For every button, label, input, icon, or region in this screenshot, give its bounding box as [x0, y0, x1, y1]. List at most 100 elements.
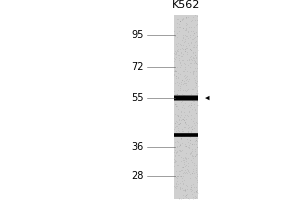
Point	[182, 115, 186, 118]
Point	[190, 88, 194, 91]
Point	[189, 49, 194, 52]
Point	[183, 157, 188, 160]
Point	[178, 19, 183, 22]
Point	[174, 125, 178, 128]
Point	[186, 88, 190, 91]
Point	[182, 70, 187, 73]
Point	[179, 118, 184, 121]
Point	[184, 45, 189, 48]
Point	[188, 185, 193, 188]
Point	[175, 120, 180, 123]
Point	[189, 128, 194, 131]
Point	[177, 57, 182, 60]
Point	[194, 62, 199, 65]
Point	[181, 89, 186, 92]
Text: 95: 95	[132, 30, 144, 40]
Point	[180, 130, 185, 133]
Point	[178, 97, 183, 100]
Point	[195, 92, 200, 95]
Point	[172, 74, 176, 77]
Point	[191, 172, 196, 175]
Point	[186, 135, 191, 138]
Point	[181, 165, 185, 168]
Point	[194, 186, 198, 189]
Point	[178, 65, 183, 68]
Point	[190, 142, 195, 146]
Point	[174, 160, 178, 163]
Point	[188, 26, 193, 29]
Point	[193, 81, 198, 84]
Point	[186, 164, 190, 168]
Point	[183, 142, 188, 145]
Point	[182, 96, 187, 100]
Point	[193, 97, 198, 100]
Point	[175, 44, 179, 48]
Point	[195, 145, 200, 148]
Point	[188, 184, 193, 187]
Point	[194, 19, 199, 22]
Point	[177, 172, 182, 176]
Point	[191, 122, 196, 125]
Point	[191, 51, 196, 55]
Point	[185, 80, 190, 83]
Point	[177, 122, 182, 125]
Point	[183, 47, 188, 50]
Point	[181, 178, 186, 181]
Point	[174, 149, 179, 152]
Point	[192, 107, 197, 111]
Point	[192, 139, 197, 142]
Point	[189, 151, 194, 154]
Point	[178, 188, 183, 191]
Text: K562: K562	[172, 0, 200, 10]
Point	[182, 61, 186, 64]
Point	[186, 169, 190, 172]
Point	[192, 142, 197, 145]
Point	[176, 53, 181, 57]
Point	[186, 170, 190, 173]
Point	[195, 192, 200, 195]
Point	[193, 195, 198, 198]
Point	[179, 78, 184, 81]
Point	[191, 168, 196, 171]
Point	[188, 61, 192, 64]
Point	[173, 105, 178, 108]
Point	[195, 67, 200, 70]
Point	[175, 128, 180, 131]
Point	[194, 35, 199, 38]
Point	[177, 26, 182, 29]
Point	[177, 58, 182, 62]
Point	[182, 67, 187, 71]
Point	[175, 113, 180, 116]
Point	[178, 51, 183, 54]
Point	[176, 122, 180, 125]
Point	[180, 55, 185, 58]
Point	[189, 149, 194, 152]
Point	[181, 17, 185, 20]
Point	[194, 172, 199, 175]
Point	[178, 186, 183, 189]
Point	[183, 101, 188, 104]
Point	[183, 195, 188, 198]
Point	[195, 136, 200, 139]
Point	[173, 185, 178, 188]
Point	[188, 153, 192, 156]
Point	[183, 152, 188, 155]
Point	[190, 196, 195, 199]
Point	[192, 197, 197, 200]
Point	[187, 48, 192, 51]
Point	[178, 87, 183, 90]
Point	[189, 98, 194, 102]
Point	[192, 14, 197, 17]
Point	[175, 184, 179, 187]
Point	[188, 57, 193, 60]
Point	[187, 58, 191, 61]
Point	[174, 151, 179, 155]
Point	[184, 156, 188, 160]
Point	[180, 46, 185, 49]
Point	[180, 128, 185, 131]
Point	[176, 107, 181, 111]
Point	[187, 125, 191, 129]
Point	[176, 154, 180, 157]
Point	[179, 176, 184, 179]
Point	[173, 104, 178, 108]
